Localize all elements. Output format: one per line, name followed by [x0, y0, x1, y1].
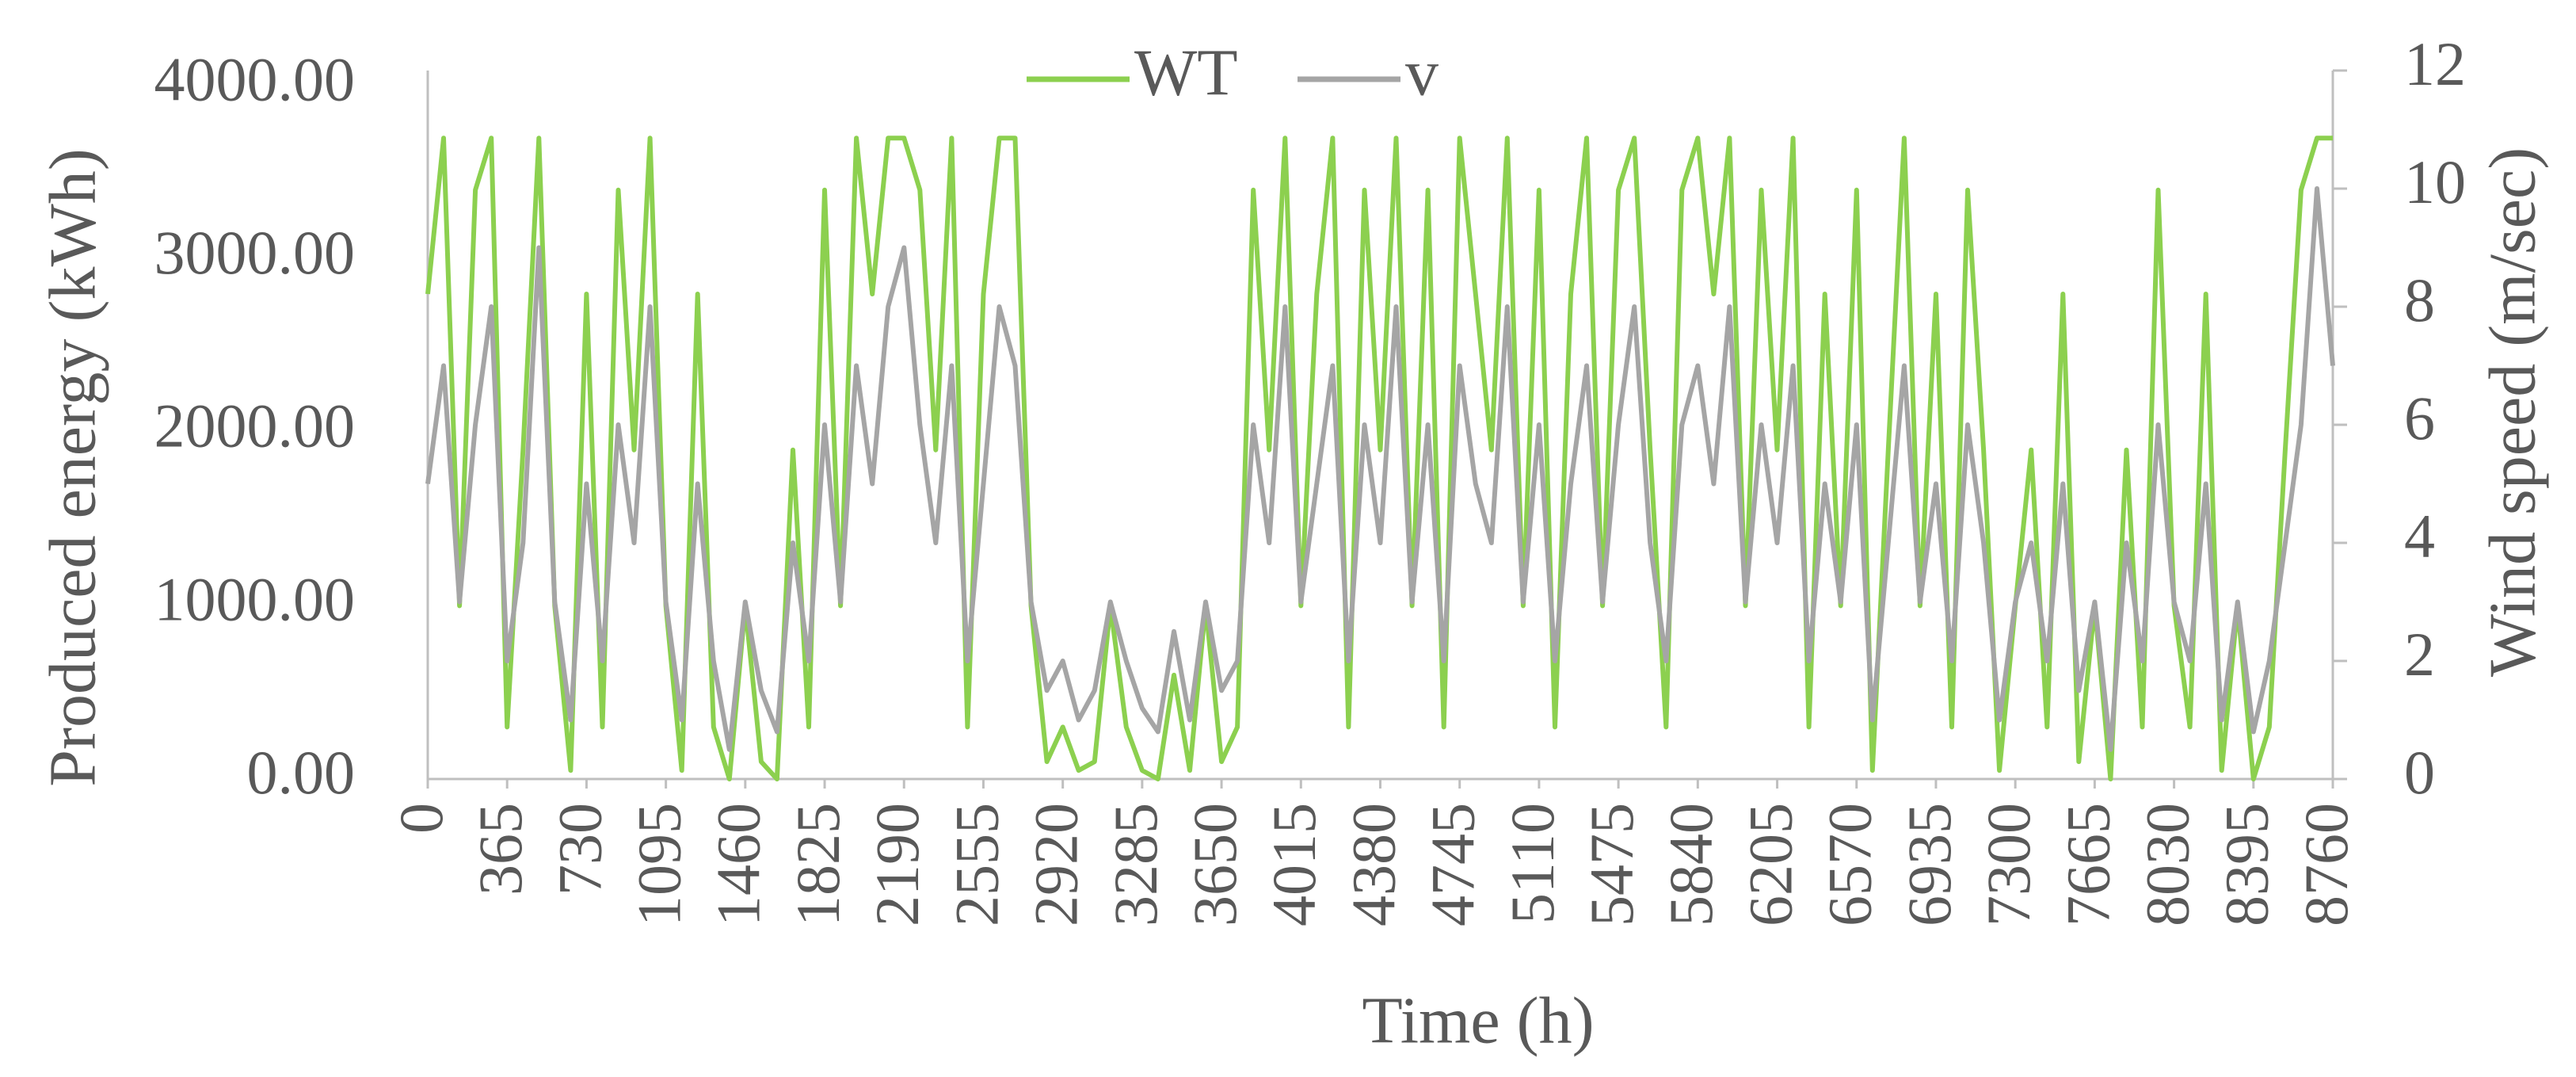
y-tick-label: 3000.00	[154, 218, 356, 287]
y2-tick-label: 0	[2404, 738, 2435, 807]
x-tick-label: 8760	[2292, 803, 2361, 926]
y-tick-label: 4000.00	[154, 45, 356, 114]
x-tick-label: 8030	[2132, 803, 2201, 926]
x-tick-label: 1460	[704, 803, 773, 926]
x-tick-label: 5840	[1656, 803, 1725, 926]
x-tick-label: 1095	[625, 803, 694, 926]
y2-tick-label: 12	[2404, 29, 2466, 98]
x-tick-label: 6935	[1895, 803, 1964, 926]
x-tick-label: 5110	[1498, 803, 1567, 924]
x-tick-label: 4015	[1259, 803, 1328, 926]
x-tick-label: 3650	[1180, 803, 1249, 926]
x-tick-label: 4745	[1419, 803, 1488, 926]
x-tick-label: 7665	[2053, 803, 2122, 926]
y2-tick-label: 6	[2404, 384, 2435, 453]
series-line	[425, 136, 2333, 781]
x-tick-label: 730	[545, 803, 614, 896]
y2-tick-label: 4	[2404, 502, 2435, 571]
legend-label: WT	[1134, 36, 1238, 109]
y-tick-label: 1000.00	[154, 564, 356, 633]
y2-tick-label: 10	[2404, 147, 2466, 216]
legend-label: v	[1405, 36, 1439, 109]
y-axis-title: Produced energy (kWh)	[36, 148, 109, 787]
x-tick-label: 2920	[1022, 803, 1091, 926]
y2-tick-label: 2	[2404, 620, 2435, 689]
x-tick-label: 1825	[783, 803, 852, 926]
x-tick-label: 5475	[1577, 803, 1646, 926]
x-tick-label: 4380	[1339, 803, 1408, 926]
x-tick-label: 2190	[863, 803, 932, 926]
y-tick-label: 2000.00	[154, 391, 356, 460]
y2-axis-title: Wind speed (m/sec)	[2475, 147, 2549, 677]
y2-tick-label: 8	[2404, 265, 2435, 334]
x-tick-label: 365	[466, 803, 535, 896]
x-tick-label: 6205	[1736, 803, 1804, 926]
x-tick-label: 0	[387, 803, 455, 834]
x-tick-label: 8395	[2212, 803, 2281, 926]
x-tick-label: 3285	[1101, 803, 1170, 926]
series-line	[425, 186, 2335, 752]
x-tick-label: 2555	[942, 803, 1011, 926]
x-tick-label: 6570	[1816, 803, 1884, 926]
x-tick-label: 7300	[1974, 803, 2043, 926]
x-axis-title: Time (h)	[1362, 983, 1594, 1057]
y-tick-label: 0.00	[247, 738, 356, 807]
